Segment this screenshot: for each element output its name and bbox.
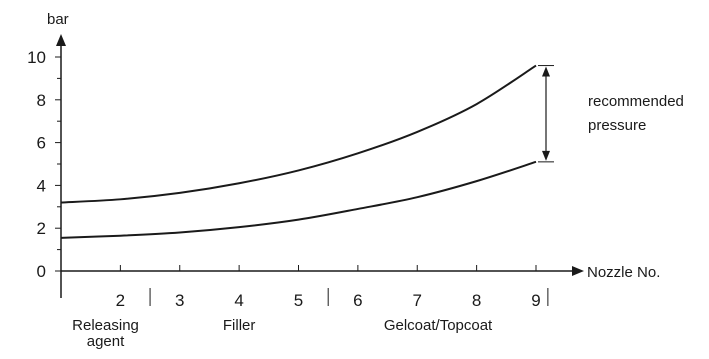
- group-label-gelcoat-topcoat: Gelcoat/Topcoat: [384, 317, 493, 334]
- y-tick-label: 0: [37, 262, 46, 281]
- annotation-arrowhead-up: [542, 66, 550, 77]
- y-axis-label: bar: [47, 11, 69, 28]
- x-tick-label: 6: [353, 291, 362, 310]
- x-tick-label: 7: [413, 291, 422, 310]
- x-tick-label: 8: [472, 291, 481, 310]
- y-tick-label: 6: [37, 134, 46, 153]
- group-label-releasing-agent: agent: [87, 333, 125, 350]
- x-tick-label: 9: [531, 291, 540, 310]
- x-axis-arrowhead: [572, 266, 584, 276]
- x-tick-label: 4: [234, 291, 243, 310]
- group-label-releasing-agent: Releasing: [72, 317, 139, 334]
- x-tick-label: 2: [116, 291, 125, 310]
- x-tick-label: 5: [294, 291, 303, 310]
- y-tick-label: 2: [37, 219, 46, 238]
- y-axis-arrowhead: [56, 34, 66, 46]
- y-tick-label: 10: [27, 48, 46, 67]
- upper-pressure-curve: [60, 64, 537, 204]
- annotation-arrowhead-down: [542, 150, 550, 161]
- y-tick-label: 8: [37, 91, 46, 110]
- y-tick-label: 4: [37, 176, 46, 195]
- x-axis-label: Nozzle No.: [587, 264, 660, 281]
- annotation-label-line1: recommended: [588, 93, 684, 110]
- annotation-label-line2: pressure: [588, 117, 646, 134]
- group-label-filler: Filler: [223, 317, 256, 334]
- lower-pressure-curve: [60, 160, 537, 239]
- x-tick-label: 3: [175, 291, 184, 310]
